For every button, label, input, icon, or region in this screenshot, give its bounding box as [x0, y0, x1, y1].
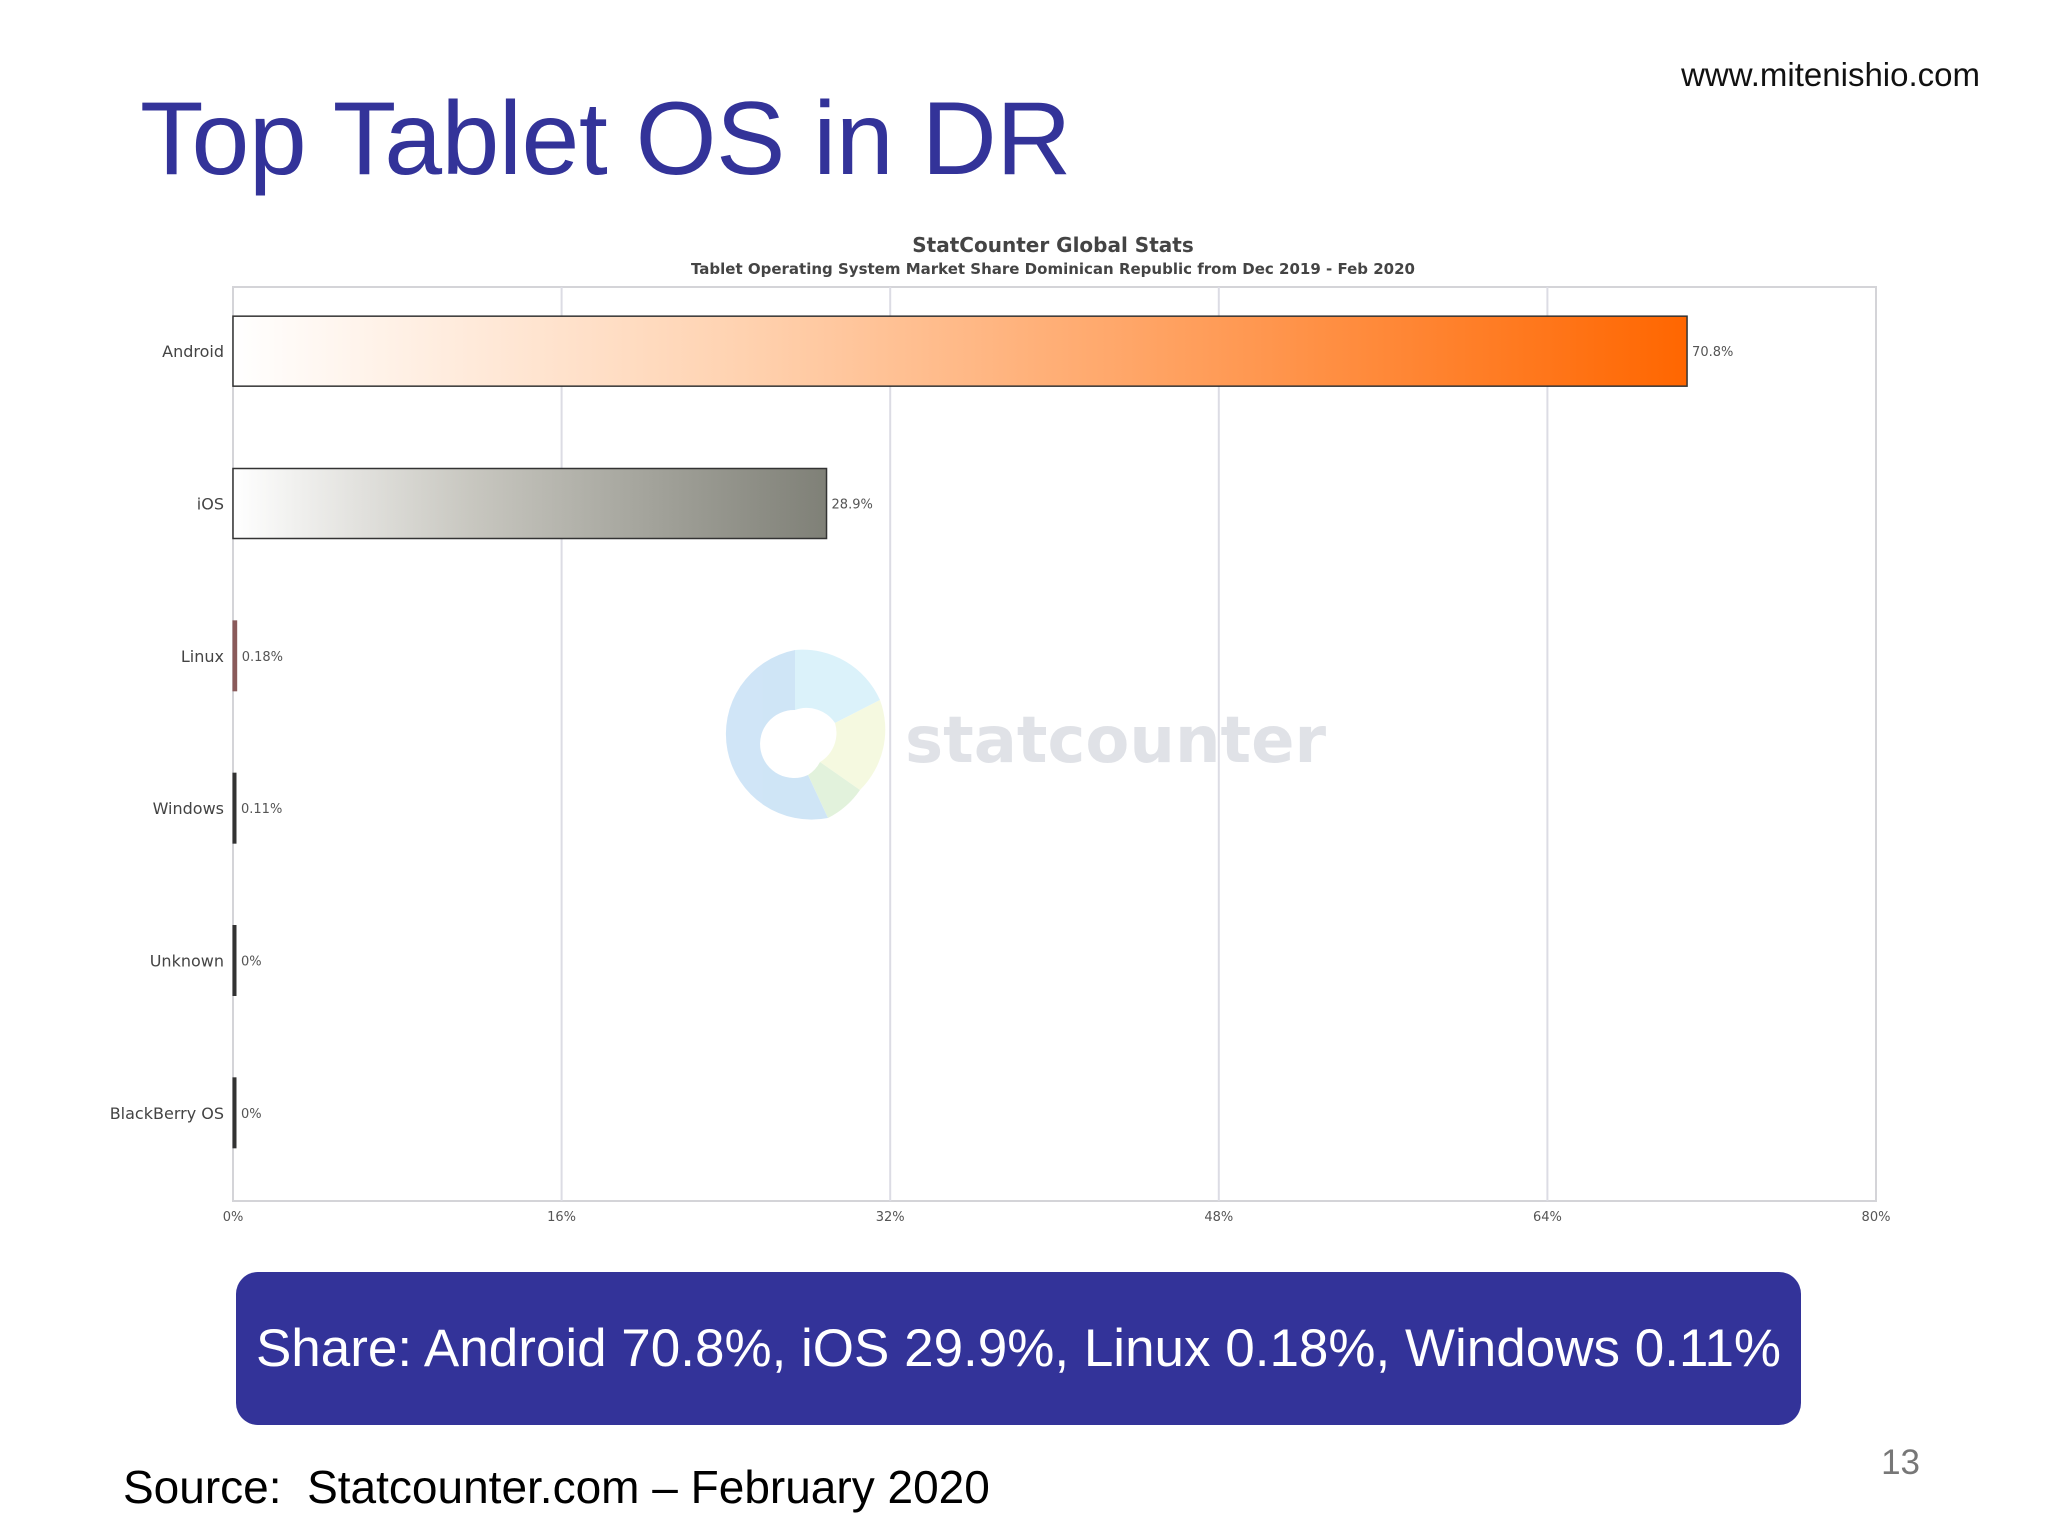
plot-area [232, 286, 1877, 1202]
value-label: 0.11% [241, 802, 282, 817]
category-label: iOS [197, 495, 224, 514]
x-tick-label: 0% [223, 1210, 244, 1225]
chart: StatCounter Global Stats Tablet Operatin… [110, 233, 1891, 1225]
site-url: www.mitenishio.com [1681, 56, 1980, 93]
category-label: Linux [181, 647, 224, 666]
x-tick-label: 32% [876, 1210, 905, 1225]
share-summary-box: Share: Android 70.8%, iOS 29.9%, Linux 0… [236, 1272, 1801, 1425]
gridlines [560, 287, 1549, 1201]
bars: Android 70.8% iOS 28.9% Linux 0.18% Windows 0.1… [110, 315, 1733, 1149]
x-tick-label: 80% [1862, 1210, 1891, 1225]
category-label: Android [162, 342, 224, 361]
page-title: Top Tablet OS in DR [140, 81, 1071, 197]
value-label: 0% [241, 1107, 262, 1122]
statcounter-wordmark: statcounter [905, 704, 1327, 778]
x-tick-label: 64% [1533, 1210, 1562, 1225]
category-label: Unknown [150, 952, 224, 971]
category-label: BlackBerry OS [110, 1104, 224, 1123]
x-axis: 0% 16% 32% 48% 64% 80% [223, 1210, 1891, 1225]
bar-unknown [232, 925, 237, 996]
x-tick-label: 16% [547, 1210, 576, 1225]
share-summary-text: Share: Android 70.8%, iOS 29.9%, Linux 0… [255, 1319, 1782, 1378]
value-label: 70.8% [1692, 345, 1733, 360]
bar-linux [232, 620, 238, 692]
x-tick-label: 48% [1204, 1210, 1233, 1225]
bar-ios [232, 467, 828, 540]
page-number: 13 [1881, 1443, 1920, 1482]
value-label: 0.18% [242, 650, 283, 665]
category-label: Windows [153, 799, 224, 818]
chart-title: StatCounter Global Stats [912, 233, 1193, 257]
bar-android [232, 315, 1688, 387]
bar-windows [232, 772, 237, 844]
source-note: Source: Statcounter.com – February 2020 [123, 1461, 990, 1513]
value-label: 28.9% [832, 498, 873, 513]
bar-blackberry-os [232, 1077, 237, 1149]
value-label: 0% [241, 955, 262, 970]
statcounter-logo: statcounter [725, 649, 1327, 820]
chart-subtitle: Tablet Operating System Market Share Dom… [691, 260, 1415, 278]
